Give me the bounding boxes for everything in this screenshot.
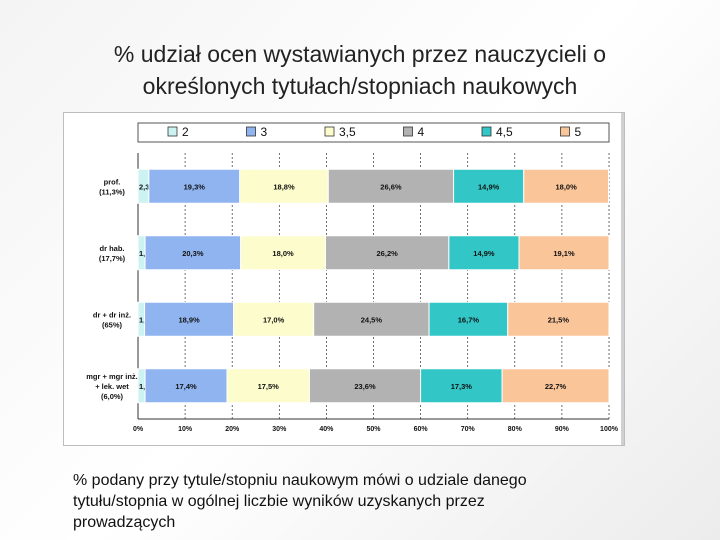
legend-box [137,122,610,143]
category-label-3-1: dr + dr inż. [93,310,131,319]
bar-2-series-6 [518,235,610,271]
data-label-3-series-3: 17,0% [263,315,285,324]
x-tick-label-2: 20% [225,426,240,433]
x-tick-label-1: 10% [178,426,193,433]
bar-2-series-4 [324,235,450,271]
x-tick-label-7: 70% [461,426,476,433]
footnote-line-1: % podany przy tytule/stopniu naukowym mó… [73,472,527,489]
data-label-4-series-2: 17,4% [175,382,197,391]
data-label-3-series-6: 21,5% [548,315,570,324]
legend-swatch-1 [167,126,178,137]
bar-2-series-5 [448,235,520,271]
data-label-2-series-3: 18,0% [272,249,294,258]
data-label-3-series-2: 18,9% [178,315,200,324]
category-label-2-2: (17,7%) [99,254,126,263]
legend-label-1: 2 [182,125,189,139]
x-tick-label-9: 90% [555,426,570,433]
category-label-1-1: prof. [104,177,121,186]
data-label-4-series-3: 17,5% [258,382,280,391]
category-label-3-2: (65%) [102,320,123,329]
data-label-3-series-5: 16,7% [458,315,480,324]
bar-4-series-3 [226,368,310,404]
data-label-1-series-1: 2,3% [139,182,156,191]
category-label-4-3: (6,0%) [101,392,124,401]
data-label-1-series-5: 14,9% [478,182,500,191]
category-label-4-1: mgr + mgr inż. [86,372,137,381]
stacked-bar-chart: 2 3 3,5 4 4,5 50% 10% 20% 30% 40% 50% 60% 70% 80% 90% 1… [86,122,619,433]
bar-1-series-6 [523,168,610,204]
bar-3-series-6 [507,301,610,337]
bar-4-series-6 [501,368,610,404]
legend-label-3: 3,5 [339,125,356,139]
legend-label-5: 4,5 [496,125,513,139]
bar-1-series-4 [327,168,455,204]
footnote-line-2: tytułu/stopnia w ogólnej liczbie wyników… [73,493,485,510]
bar-1-series-5 [453,168,525,204]
legend-swatch-2 [246,126,256,137]
slide-title: % udział ocen wystawianych przez nauczyc… [20,38,700,102]
data-label-2-series-2: 20,3% [182,249,204,258]
legend-swatch-4 [403,126,413,137]
bar-3-series-5 [428,301,509,337]
title-line-1: % udział ocen wystawianych przez nauczyc… [113,41,607,67]
legend-label-6: 5 [575,125,582,139]
bar-3-series-2 [144,301,235,337]
data-label-4-series-5: 17,3% [451,382,473,391]
x-tick-label-5: 50% [366,426,381,433]
legend-label-4: 4 [418,125,425,139]
category-label-2-1: dr hab. [99,244,124,253]
x-tick-label-3: 30% [272,426,287,433]
bar-4-series-5 [420,368,503,404]
legend-swatch-3 [324,126,335,137]
data-label-1-series-6: 18,0% [555,182,577,191]
data-label-1-series-3: 18,8% [273,182,295,191]
data-label-1-series-2: 19,3% [184,182,206,191]
legend-swatch-6 [560,126,570,137]
data-label-3-series-4: 24,5% [361,315,383,324]
data-label-4-series-4: 23,6% [354,382,376,391]
x-tick-label-10: 100% [600,426,619,433]
footnote-line-3: prowadzących [73,514,176,531]
bar-2-series-2 [144,235,242,271]
bar-2-series-3 [240,235,326,271]
bar-4-series-2 [144,368,228,404]
x-tick-label-8: 80% [508,426,523,433]
data-label-4-series-6: 22,7% [545,382,567,391]
data-label-1-series-4: 26,6% [380,182,402,191]
footnote: % podany przy tytule/stopniu naukowym mó… [73,470,633,533]
x-tick-label-0: 0% [133,426,144,433]
data-label-2-series-5: 14,9% [473,249,495,258]
title-line-2: określonych tytułach/stopniach naukowych [142,73,578,99]
data-label-2-series-6: 19,1% [553,249,575,258]
legend-swatch-5 [481,126,492,137]
category-label-4-2: + lek. wet [95,382,129,391]
category-label-1-2: (11,3%) [99,187,125,196]
x-tick-label-4: 40% [319,426,334,433]
legend-label-2: 3 [261,125,268,139]
chart-frame: 2 3 3,5 4 4,5 5 0% 10% 20% 30% 40% 50% 60% 70% 80% 90% 1… [63,112,625,446]
x-tick-label-6: 60% [414,426,429,433]
data-label-2-series-4: 26,2% [377,249,399,258]
bar-1-series-2 [148,168,241,204]
